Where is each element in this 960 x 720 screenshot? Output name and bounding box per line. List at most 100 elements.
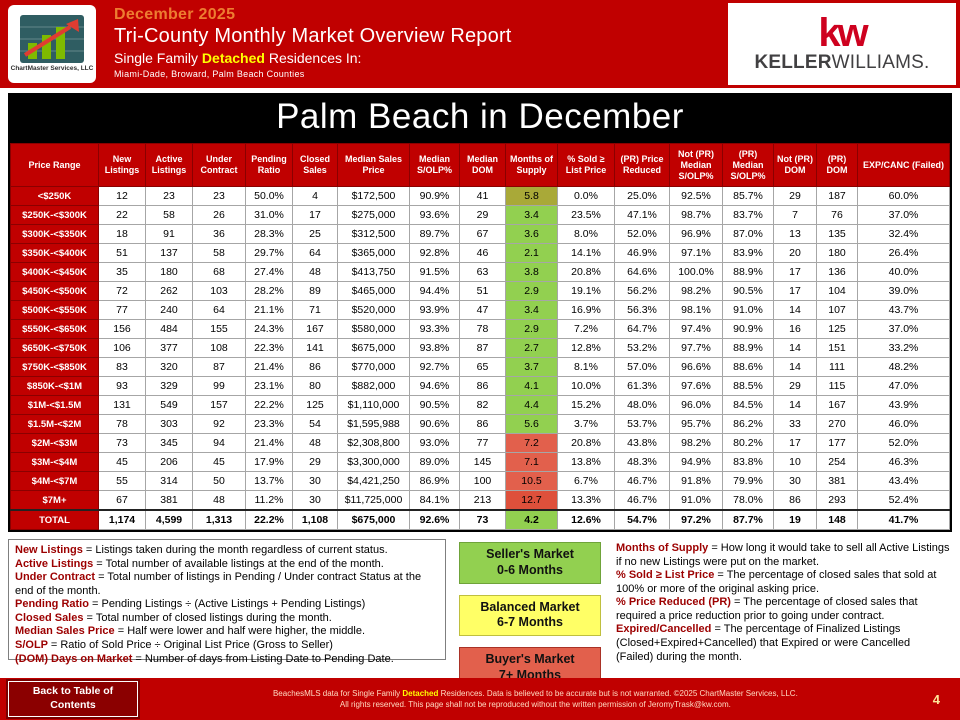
table-cell: 52.0% — [614, 224, 670, 245]
price-range-cell: $500K-<$550K — [10, 300, 99, 321]
table-cell: 91 — [145, 224, 193, 245]
table-cell: 136 — [816, 262, 858, 283]
table-row: $450K-<$500K 72 262 103 28.2% 89 $465,000 94.4%… — [10, 281, 950, 302]
table-cell: 21.1% — [245, 300, 293, 321]
price-range-cell: TOTAL — [10, 509, 99, 531]
price-range-cell: $300K-<$350K — [10, 224, 99, 245]
table-cell: 50 — [192, 471, 246, 492]
definition: Closed Sales = Total number of closed li… — [15, 612, 439, 626]
table-cell: 46.7% — [614, 471, 670, 492]
table-cell: 3.7% — [557, 414, 615, 435]
price-range-cell: $650K-<$750K — [10, 338, 99, 359]
definition-term: Active Listings — [15, 557, 97, 570]
table-cell: 29.7% — [245, 243, 293, 264]
definition-text: = Ratio of Sold Price ÷ Original List Pr… — [50, 639, 333, 651]
table-cell: 46.7% — [614, 490, 670, 511]
table-cell: 22 — [98, 205, 146, 226]
price-range-cell: $850K-<$1M — [10, 376, 99, 397]
table-cell: $1,110,000 — [337, 395, 410, 416]
table-cell: 92 — [192, 414, 246, 435]
column-header: Not (PR) DOM — [773, 142, 817, 188]
table-cell: 30 — [773, 471, 817, 492]
report-subtitle: Single Family Detached Residences In: — [114, 50, 512, 66]
definition-term: Pending Ratio — [15, 598, 92, 611]
table-cell: 148 — [816, 509, 858, 531]
table-cell: 156 — [98, 319, 146, 340]
months-of-supply-cell: 2.7 — [505, 338, 558, 359]
report-header: ChartMaster Services, LLC December 2025 … — [0, 0, 960, 88]
table-cell: 141 — [292, 338, 338, 359]
subtitle-suffix: Residences In: — [264, 50, 362, 66]
report-date: December 2025 — [114, 6, 236, 23]
table-cell: $4,421,250 — [337, 471, 410, 492]
kw-wordmark: KELLERWILLIAMS. — [754, 52, 929, 74]
table-cell: 97.6% — [669, 376, 723, 397]
table-cell: 93.0% — [409, 433, 460, 454]
table-cell: 37.0% — [857, 205, 950, 226]
table-cell: 46 — [459, 243, 506, 264]
definition: Pending Ratio = Pending Listings ÷ (Acti… — [15, 598, 439, 612]
back-to-toc-button[interactable]: Back to Table of Contents — [8, 681, 138, 717]
table-cell: 55 — [98, 471, 146, 492]
table-cell: 14 — [773, 357, 817, 378]
definition-text: = Total number of listings in Pending / … — [15, 571, 422, 597]
subtitle-prefix: Single Family — [114, 50, 202, 66]
table-cell: 4,599 — [145, 509, 193, 531]
table-cell: 86 — [459, 414, 506, 435]
definitions-section: New Listings = Listings taken during the… — [0, 532, 960, 689]
table-cell: 58 — [192, 243, 246, 264]
market-legend: Seller's Market 0-6 Months Balanced Mark… — [456, 539, 604, 689]
balanced-market-badge: Balanced Market 6-7 Months — [459, 594, 601, 636]
table-cell: 13 — [773, 224, 817, 245]
definition-term: New Listings — [15, 544, 86, 557]
table-cell: 125 — [292, 395, 338, 416]
table-cell: 39.0% — [857, 281, 950, 302]
table-cell: 1,174 — [98, 509, 146, 531]
table-cell: 87 — [192, 357, 246, 378]
header-text-block: December 2025 Tri-County Monthly Market … — [114, 6, 512, 79]
definition: Expired/Cancelled = The percentage of Fi… — [616, 623, 950, 664]
table-cell: 93.8% — [409, 338, 460, 359]
table-cell: $413,750 — [337, 262, 410, 283]
table-cell: 57.0% — [614, 357, 670, 378]
table-cell: 213 — [459, 490, 506, 511]
table-cell: 104 — [816, 281, 858, 302]
chart-icon — [20, 15, 84, 64]
column-header: Under Contract — [192, 142, 246, 188]
table-cell: 21.4% — [245, 357, 293, 378]
definition: S/OLP = Ratio of Sold Price ÷ Original L… — [15, 639, 439, 653]
legend-label: Seller's Market — [486, 547, 574, 562]
keller-williams-logo: kw KELLERWILLIAMS. — [728, 3, 956, 85]
table-cell: 46.3% — [857, 452, 950, 473]
table-cell: 96.6% — [669, 357, 723, 378]
column-header: (PR) Price Reduced — [614, 142, 670, 188]
table-cell: 45 — [192, 452, 246, 473]
price-range-cell: $450K-<$500K — [10, 281, 99, 302]
table-cell: 87.7% — [722, 509, 774, 531]
definition-text: = How long it would take to sell all Act… — [616, 542, 950, 568]
table-cell: 61.3% — [614, 376, 670, 397]
table-cell: 84.1% — [409, 490, 460, 511]
table-cell: 23.1% — [245, 376, 293, 397]
table-cell: 145 — [459, 452, 506, 473]
table-cell: $2,308,800 — [337, 433, 410, 454]
table-cell: 115 — [816, 376, 858, 397]
table-cell: 303 — [145, 414, 193, 435]
table-cell: 83.8% — [722, 452, 774, 473]
table-cell: 28.2% — [245, 281, 293, 302]
table-cell: 17.9% — [245, 452, 293, 473]
table-cell: 100 — [459, 471, 506, 492]
column-header: Active Listings — [145, 142, 193, 188]
definition-term: (DOM) Days on Market — [15, 652, 136, 665]
column-header: % Sold ≥ List Price — [557, 142, 615, 188]
table-cell: 25 — [292, 224, 338, 245]
table-cell: 484 — [145, 319, 193, 340]
table-cell: 64.7% — [614, 319, 670, 340]
table-cell: $882,000 — [337, 376, 410, 397]
table-cell: 29 — [773, 186, 817, 207]
table-cell: 103 — [192, 281, 246, 302]
table-cell: 43.4% — [857, 471, 950, 492]
table-cell: 1,108 — [292, 509, 338, 531]
total-row: TOTAL 1,174 4,599 1,313 22.2% 1,108 $675,000 92… — [10, 509, 950, 531]
table-cell: 135 — [816, 224, 858, 245]
